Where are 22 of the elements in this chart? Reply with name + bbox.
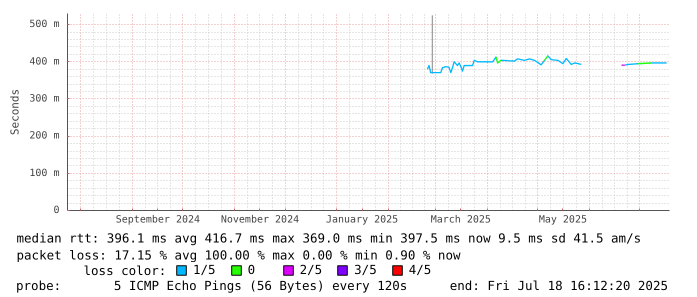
y-tick-label: 0 xyxy=(53,205,60,216)
text: median rtt: 396.1 ms avg 416.7 ms max 369.0 ms min 397.5 ms now 9.5 ms sd 41.5 am/s xyxy=(16,230,642,246)
legend-label: 3/5 xyxy=(354,262,377,277)
x-tick-label: May 2025 xyxy=(538,214,588,226)
y-tick-label: 500 m xyxy=(29,19,60,30)
text: probe: 5 ICMP Echo Pings (56 Bytes) every 120s xyxy=(16,277,408,295)
text: packet loss: 17.15 % avg 100.00 % max 0.00 % min 0.90 % now xyxy=(16,248,461,262)
legend-label: 0 xyxy=(248,262,256,277)
y-tick-label: 200 m xyxy=(29,130,60,142)
x-tick-label: November 2024 xyxy=(220,214,300,226)
x-tick-label: September 2024 xyxy=(116,214,200,226)
text: end: Fri Jul 18 16:12:20 2025 xyxy=(450,277,668,295)
y-axis-title: Seconds xyxy=(8,88,22,136)
x-tick-label: March 2025 xyxy=(430,214,491,226)
legend-label: 2/5 xyxy=(300,262,322,277)
legend-label: 4/5 xyxy=(408,262,432,277)
y-tick-label: 100 m xyxy=(29,168,60,179)
x-tick-label: January 2025 xyxy=(326,214,398,226)
legend-title: loss color: xyxy=(84,263,166,278)
y-tick-label: 300 m xyxy=(29,93,60,104)
y-tick-label: 400 m xyxy=(29,56,60,68)
legend-label: 1/5 xyxy=(193,262,216,277)
